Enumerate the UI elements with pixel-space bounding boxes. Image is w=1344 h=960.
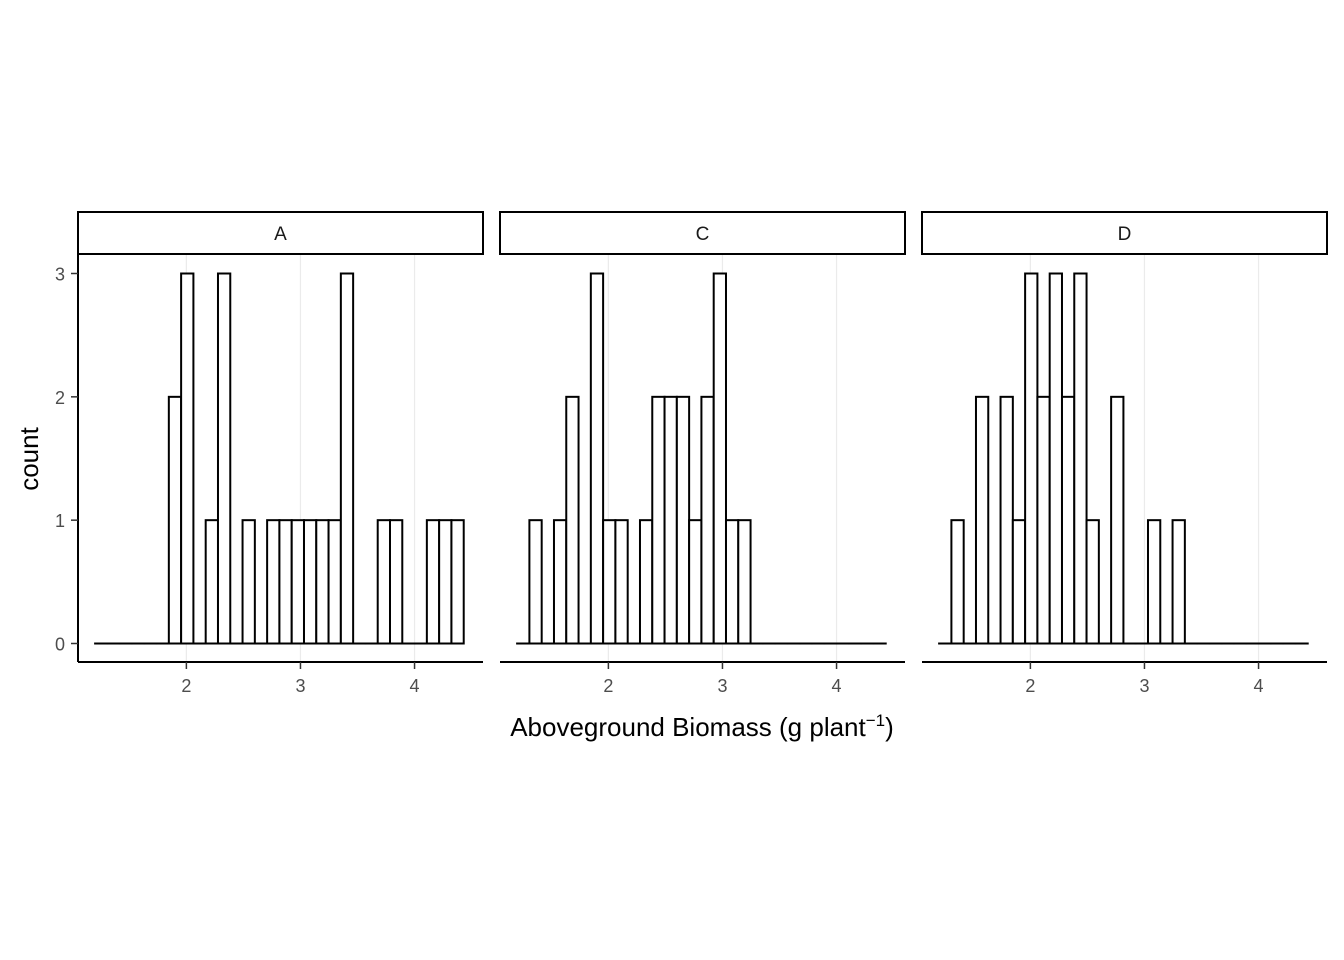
histogram-bar <box>216 272 232 645</box>
x-tick-label: 4 <box>1254 676 1264 696</box>
histogram-bar <box>327 519 342 645</box>
y-tick-label: 2 <box>55 388 65 408</box>
facet-strip <box>921 211 1328 255</box>
x-axis-title-superscript: −1 <box>866 711 885 730</box>
histogram-bar <box>1073 272 1088 645</box>
histogram-bar <box>241 519 256 645</box>
x-tick-label: 3 <box>1139 676 1149 696</box>
x-axis-title-main: Aboveground Biomass (g plant <box>510 712 866 742</box>
histogram-bar <box>388 519 404 645</box>
histogram-bar <box>1048 272 1063 645</box>
histogram-bar <box>651 395 666 645</box>
histogram-bar <box>278 519 293 645</box>
facet-strip-label: D <box>1118 224 1132 245</box>
ticks-layer: 2 3 4 2 3 4 2 3 4 0 1 2 3 <box>55 265 1264 697</box>
histogram-bar <box>315 519 330 645</box>
facet-strip-label: A <box>274 224 287 245</box>
x-tick-label: 4 <box>832 676 842 696</box>
histogram-bar <box>688 519 703 645</box>
y-tick-label: 0 <box>55 635 65 655</box>
y-axis-title: count <box>14 426 44 490</box>
histogram-bar <box>950 519 965 645</box>
x-axis-title-suffix: ) <box>885 712 894 742</box>
facet-strip <box>77 211 484 255</box>
histogram-bar <box>1060 395 1076 645</box>
histogram-bar <box>425 519 441 645</box>
histogram-bar <box>700 395 715 645</box>
histogram-bar <box>724 519 740 645</box>
histogram-bar <box>450 519 465 645</box>
histogram-bar <box>552 519 568 645</box>
x-axis-title: Aboveground Biomass (g plant−1) <box>510 711 894 742</box>
histogram-bar <box>376 519 391 645</box>
axes-layer <box>77 255 1327 663</box>
histogram-bar <box>528 519 543 645</box>
histogram-bar <box>290 519 305 645</box>
histogram-bar <box>1171 519 1186 645</box>
histogram-bar <box>602 519 617 645</box>
x-tick-label: 2 <box>181 676 191 696</box>
histogram-bar <box>438 519 453 645</box>
histogram-bar <box>1036 395 1051 645</box>
histogram-bar <box>302 519 318 645</box>
histogram-bar <box>565 395 580 645</box>
histogram-bar <box>737 519 752 645</box>
histogram-bar <box>1024 272 1039 645</box>
histogram-bar <box>266 519 281 645</box>
histogram-bar <box>167 395 183 645</box>
x-tick-label: 4 <box>410 676 420 696</box>
histogram-bar <box>974 395 990 645</box>
x-tick-label: 2 <box>603 676 613 696</box>
histogram-bar <box>614 519 629 645</box>
bars-layer <box>94 272 1309 645</box>
facet-strip-label: C <box>696 224 710 245</box>
histogram-bar <box>663 395 678 645</box>
facet-strip <box>499 211 906 255</box>
x-tick-label: 3 <box>295 676 305 696</box>
histogram-bar <box>712 272 727 645</box>
histogram-bar <box>1110 395 1125 645</box>
y-tick-label: 1 <box>55 511 65 531</box>
histogram-bar <box>1085 519 1100 645</box>
histogram-bar <box>180 272 195 645</box>
histogram-bar <box>204 519 219 645</box>
histogram-bar <box>589 272 605 645</box>
histogram-bar <box>339 272 355 645</box>
histogram-bar <box>1011 519 1027 645</box>
y-tick-label: 3 <box>55 265 65 285</box>
x-tick-label: 3 <box>717 676 727 696</box>
histogram-bar <box>638 519 654 645</box>
histogram-bar <box>999 395 1014 645</box>
histogram-bar <box>675 395 691 645</box>
x-tick-label: 2 <box>1025 676 1035 696</box>
histogram-bar <box>1146 519 1162 645</box>
